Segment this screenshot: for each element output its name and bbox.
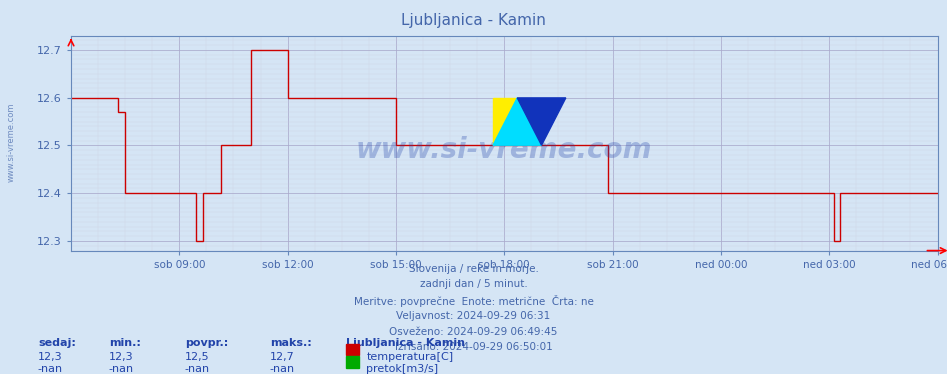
- Text: maks.:: maks.:: [270, 338, 312, 349]
- Text: Ljubljanica - Kamin: Ljubljanica - Kamin: [402, 13, 545, 28]
- Text: -nan: -nan: [38, 364, 63, 374]
- Text: 12,5: 12,5: [185, 352, 209, 362]
- Text: -nan: -nan: [270, 364, 295, 374]
- Text: pretok[m3/s]: pretok[m3/s]: [366, 364, 438, 374]
- Polygon shape: [493, 98, 542, 145]
- Text: sedaj:: sedaj:: [38, 338, 76, 349]
- Text: -nan: -nan: [109, 364, 134, 374]
- Text: min.:: min.:: [109, 338, 141, 349]
- Text: Meritve: povprečne  Enote: metrične  Črta: ne: Meritve: povprečne Enote: metrične Črta:…: [353, 295, 594, 307]
- Text: 12,3: 12,3: [109, 352, 134, 362]
- Text: -nan: -nan: [185, 364, 210, 374]
- Text: temperatura[C]: temperatura[C]: [366, 352, 454, 362]
- Text: 12,7: 12,7: [270, 352, 295, 362]
- Text: zadnji dan / 5 minut.: zadnji dan / 5 minut.: [420, 279, 527, 289]
- Text: povpr.:: povpr.:: [185, 338, 228, 349]
- Text: Ljubljanica - Kamin: Ljubljanica - Kamin: [346, 338, 465, 349]
- Text: www.si-vreme.com: www.si-vreme.com: [7, 102, 16, 182]
- Polygon shape: [493, 98, 517, 145]
- Text: Osveženo: 2024-09-29 06:49:45: Osveženo: 2024-09-29 06:49:45: [389, 327, 558, 337]
- Text: www.si-vreme.com: www.si-vreme.com: [356, 135, 652, 163]
- Text: Slovenija / reke in morje.: Slovenija / reke in morje.: [408, 264, 539, 274]
- Text: Veljavnost: 2024-09-29 06:31: Veljavnost: 2024-09-29 06:31: [397, 311, 550, 321]
- Text: Izrisano: 2024-09-29 06:50:01: Izrisano: 2024-09-29 06:50:01: [395, 342, 552, 352]
- Polygon shape: [517, 98, 565, 145]
- Text: 12,3: 12,3: [38, 352, 63, 362]
